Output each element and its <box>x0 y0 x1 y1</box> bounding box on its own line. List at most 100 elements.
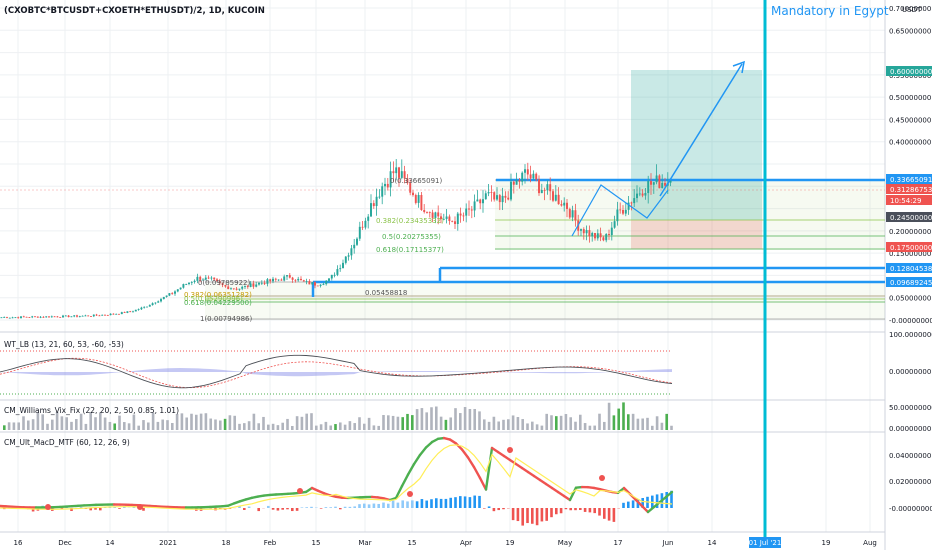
candle-body <box>614 221 616 227</box>
vix-bar <box>406 414 409 430</box>
price-axis-label: 0.40000000 <box>889 139 931 147</box>
vix-bar <box>613 415 616 430</box>
candle-body <box>62 316 64 318</box>
vix-bar <box>267 425 270 430</box>
vix-bar <box>109 422 112 430</box>
candle-body <box>429 212 431 213</box>
candle-body <box>110 314 112 315</box>
vix-bar <box>493 417 496 430</box>
macd-bar <box>272 508 275 510</box>
candle-body <box>482 199 484 203</box>
macd-bar <box>550 508 553 517</box>
vix-bar <box>531 422 534 430</box>
price-badge-label: 0.31286753 <box>890 186 932 194</box>
macd-bar <box>61 508 64 509</box>
macd-axis-label: 0.04000000 <box>889 452 931 460</box>
vix-bar <box>51 420 54 430</box>
candle-body <box>126 311 128 313</box>
candle-body <box>264 283 266 284</box>
candle-body <box>583 229 585 233</box>
vix-bar <box>171 423 174 430</box>
macd-bar <box>349 507 352 508</box>
vix-bar <box>579 415 582 430</box>
candle-body <box>574 210 576 220</box>
vix-bar <box>113 423 116 430</box>
candle-body <box>143 307 145 308</box>
macd-line-segment <box>462 449 468 457</box>
candle-body <box>233 288 235 289</box>
vix-bar <box>27 421 30 430</box>
candle-body <box>90 316 92 317</box>
vix-bar <box>41 414 44 430</box>
candle-body <box>504 196 506 198</box>
candle-body <box>518 180 520 181</box>
candle-body <box>188 283 190 284</box>
macd-bar <box>517 508 520 521</box>
candle-body <box>118 314 120 315</box>
fib-label: 0.618(0.04229500) <box>184 299 252 307</box>
vix-bar <box>80 414 83 430</box>
macd-bar <box>445 499 448 508</box>
candle-body <box>160 299 162 301</box>
macd-bar <box>560 508 563 513</box>
price-axis-label: -0.00000000 <box>889 317 932 325</box>
time-axis-label: Jun <box>662 539 674 547</box>
candle-body <box>135 310 137 312</box>
macd-bar <box>368 504 371 508</box>
candle-body <box>502 196 504 202</box>
candle-body <box>258 283 260 285</box>
fib-label: 1(0.00794986) <box>200 315 252 323</box>
price-badge: 0.12804538 <box>886 263 932 273</box>
vix-bar <box>339 422 342 430</box>
vix-bar <box>521 419 524 430</box>
candle-body <box>93 315 95 317</box>
vix-axis-label: 50.00000000 <box>889 404 932 412</box>
price-axis[interactable]: 0.700000000.650000000.550000000.50000000… <box>886 5 932 513</box>
candle-body <box>488 192 490 193</box>
candle-body <box>608 234 610 235</box>
macd-bar <box>521 508 524 526</box>
macd-bar <box>387 504 390 508</box>
macd-bar <box>243 508 246 510</box>
candle-body <box>101 315 103 316</box>
vix-bar <box>238 424 241 430</box>
vix-bar <box>665 414 668 430</box>
vix-bar <box>377 426 380 430</box>
candle-body <box>280 280 282 281</box>
candle-body <box>479 200 481 204</box>
candle-body <box>331 275 333 279</box>
vix-bar <box>349 421 352 430</box>
price-badge: 0.24500000 <box>886 212 932 222</box>
macd-bar <box>464 496 467 508</box>
candle-body <box>423 210 425 212</box>
vix-bar <box>353 423 356 430</box>
vix-bar <box>555 416 558 430</box>
candle-body <box>84 316 86 317</box>
time-axis-label: 16 <box>14 539 23 547</box>
vix-bar <box>469 409 472 430</box>
candle-body <box>121 312 123 314</box>
wt-axis-label: 0.00000000 <box>889 368 931 376</box>
macd-bar <box>569 508 572 510</box>
macd-bar <box>99 508 102 510</box>
candle-body <box>639 194 641 195</box>
candle-body <box>370 203 372 216</box>
vix-bar <box>37 413 40 430</box>
price-badge: 0.09689245 <box>886 277 932 287</box>
vix-bar <box>641 418 644 430</box>
macd-bar <box>598 508 601 516</box>
candle-body <box>308 281 310 284</box>
candle-body <box>297 279 299 280</box>
vix-bar <box>185 418 188 430</box>
candle-body <box>171 293 173 294</box>
macd-cross-dot <box>407 491 413 497</box>
macd-bar <box>545 508 548 521</box>
macd-bar <box>632 500 635 508</box>
candle-body <box>275 279 277 280</box>
macd-bar <box>411 500 414 508</box>
macd-cross-dot <box>137 504 143 510</box>
vix-bar <box>608 403 611 430</box>
vix-bar <box>3 425 6 430</box>
